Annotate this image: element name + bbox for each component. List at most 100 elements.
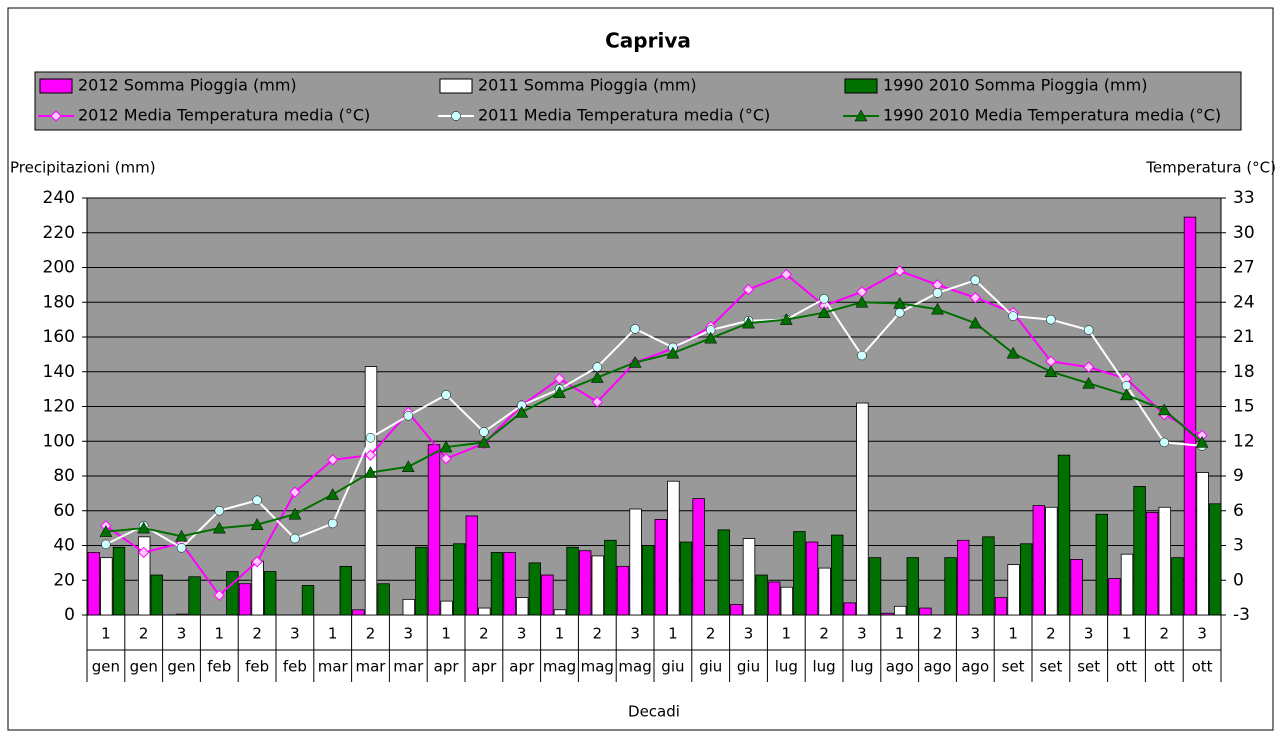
bar xyxy=(553,609,567,616)
bar xyxy=(137,536,151,616)
line-marker xyxy=(403,411,414,421)
y-tick-label: 0 xyxy=(64,605,75,625)
bar xyxy=(1020,543,1033,616)
bar xyxy=(364,366,378,616)
x-tick-label: 1 xyxy=(215,625,225,643)
line-marker xyxy=(666,346,680,359)
bar xyxy=(465,515,479,616)
bar xyxy=(1133,486,1146,616)
bar xyxy=(175,613,189,616)
bar xyxy=(1095,513,1109,616)
bar xyxy=(1209,503,1222,616)
legend-label: 2012 Somma Pioggia (mm) xyxy=(78,76,297,95)
x-tick-label: 3 xyxy=(404,625,414,643)
bar xyxy=(616,565,630,616)
line-marker xyxy=(630,324,640,334)
bar xyxy=(516,597,529,616)
x-group-label: ott xyxy=(1116,658,1137,676)
bar xyxy=(894,605,907,616)
bar xyxy=(881,612,894,616)
bar xyxy=(503,552,516,616)
bar xyxy=(1158,506,1172,616)
bar xyxy=(1032,505,1046,616)
line-marker xyxy=(479,427,489,437)
line-marker xyxy=(137,521,151,534)
x-group-label: set xyxy=(1077,658,1100,676)
bar xyxy=(793,531,806,616)
bar xyxy=(642,545,655,616)
x-tick-label: 1 xyxy=(555,625,565,643)
line-marker xyxy=(1006,346,1020,359)
line-marker xyxy=(1157,403,1171,416)
x-tick-label: 3 xyxy=(971,625,981,643)
legend-label: 2012 Media Temperatura media (°C) xyxy=(78,106,370,125)
line-marker xyxy=(289,486,301,498)
bar xyxy=(994,597,1008,616)
bar xyxy=(440,600,453,616)
bar xyxy=(188,576,201,616)
line-marker xyxy=(212,521,226,534)
line-marker xyxy=(1082,376,1096,389)
x-tick-label: 2 xyxy=(706,625,716,643)
x-tick-label: 2 xyxy=(819,625,829,643)
bar xyxy=(1007,564,1020,616)
x-group-label: mag xyxy=(581,658,614,676)
x-tick-label: 2 xyxy=(1160,625,1170,643)
x-tick-label: 3 xyxy=(630,625,640,643)
line-marker xyxy=(99,525,113,537)
bar xyxy=(112,546,126,616)
line-marker xyxy=(365,433,376,443)
bar xyxy=(478,607,491,616)
bar xyxy=(541,574,554,616)
y-tick-label: 200 xyxy=(43,258,75,278)
x-tick-label: 2 xyxy=(479,625,489,643)
bar xyxy=(831,534,844,616)
bar xyxy=(629,508,642,616)
legend-swatch xyxy=(39,78,73,94)
x-tick-label: 2 xyxy=(139,625,149,643)
line-marker xyxy=(553,386,566,398)
y-tick-label: 40 xyxy=(53,536,75,556)
bar xyxy=(263,571,277,616)
legend-marker xyxy=(451,111,461,121)
y-tick-label: 240 xyxy=(43,188,75,208)
bar xyxy=(856,402,869,616)
bar xyxy=(591,555,605,616)
legend-swatch xyxy=(439,78,473,94)
x-group-label: gen xyxy=(130,658,158,676)
bar xyxy=(1108,578,1121,616)
bar xyxy=(490,552,504,616)
line-marker xyxy=(364,449,377,461)
bar xyxy=(1057,454,1071,616)
bar xyxy=(566,546,579,616)
bar xyxy=(1070,559,1083,616)
x-group-label: lug xyxy=(850,658,873,676)
line-marker xyxy=(817,306,831,318)
line-marker xyxy=(250,518,264,530)
line-marker xyxy=(137,546,150,559)
bar xyxy=(1196,472,1209,616)
bar xyxy=(742,538,756,616)
x-group-label: gen xyxy=(167,658,195,676)
x-tick-label: 1 xyxy=(782,625,792,643)
line xyxy=(105,279,1203,550)
line-marker xyxy=(819,294,829,304)
line-marker xyxy=(1082,361,1095,373)
line-marker xyxy=(175,529,188,542)
line-marker xyxy=(590,371,604,383)
bar xyxy=(768,581,781,616)
line-marker xyxy=(1159,437,1170,448)
line-marker xyxy=(440,452,452,465)
line-marker xyxy=(855,295,869,308)
bar xyxy=(100,557,113,616)
line-marker xyxy=(441,390,451,400)
x-tick-label: 2 xyxy=(252,625,262,643)
y-tick-label: 20 xyxy=(53,570,75,590)
x-group-label: ago xyxy=(961,658,989,676)
bar xyxy=(805,541,819,616)
y-tick-label: 140 xyxy=(43,362,75,382)
x-tick-label: 1 xyxy=(441,625,451,643)
line xyxy=(105,301,1203,538)
y2-tick-label: 27 xyxy=(1233,258,1255,278)
x-tick-label: 3 xyxy=(1084,625,1094,643)
